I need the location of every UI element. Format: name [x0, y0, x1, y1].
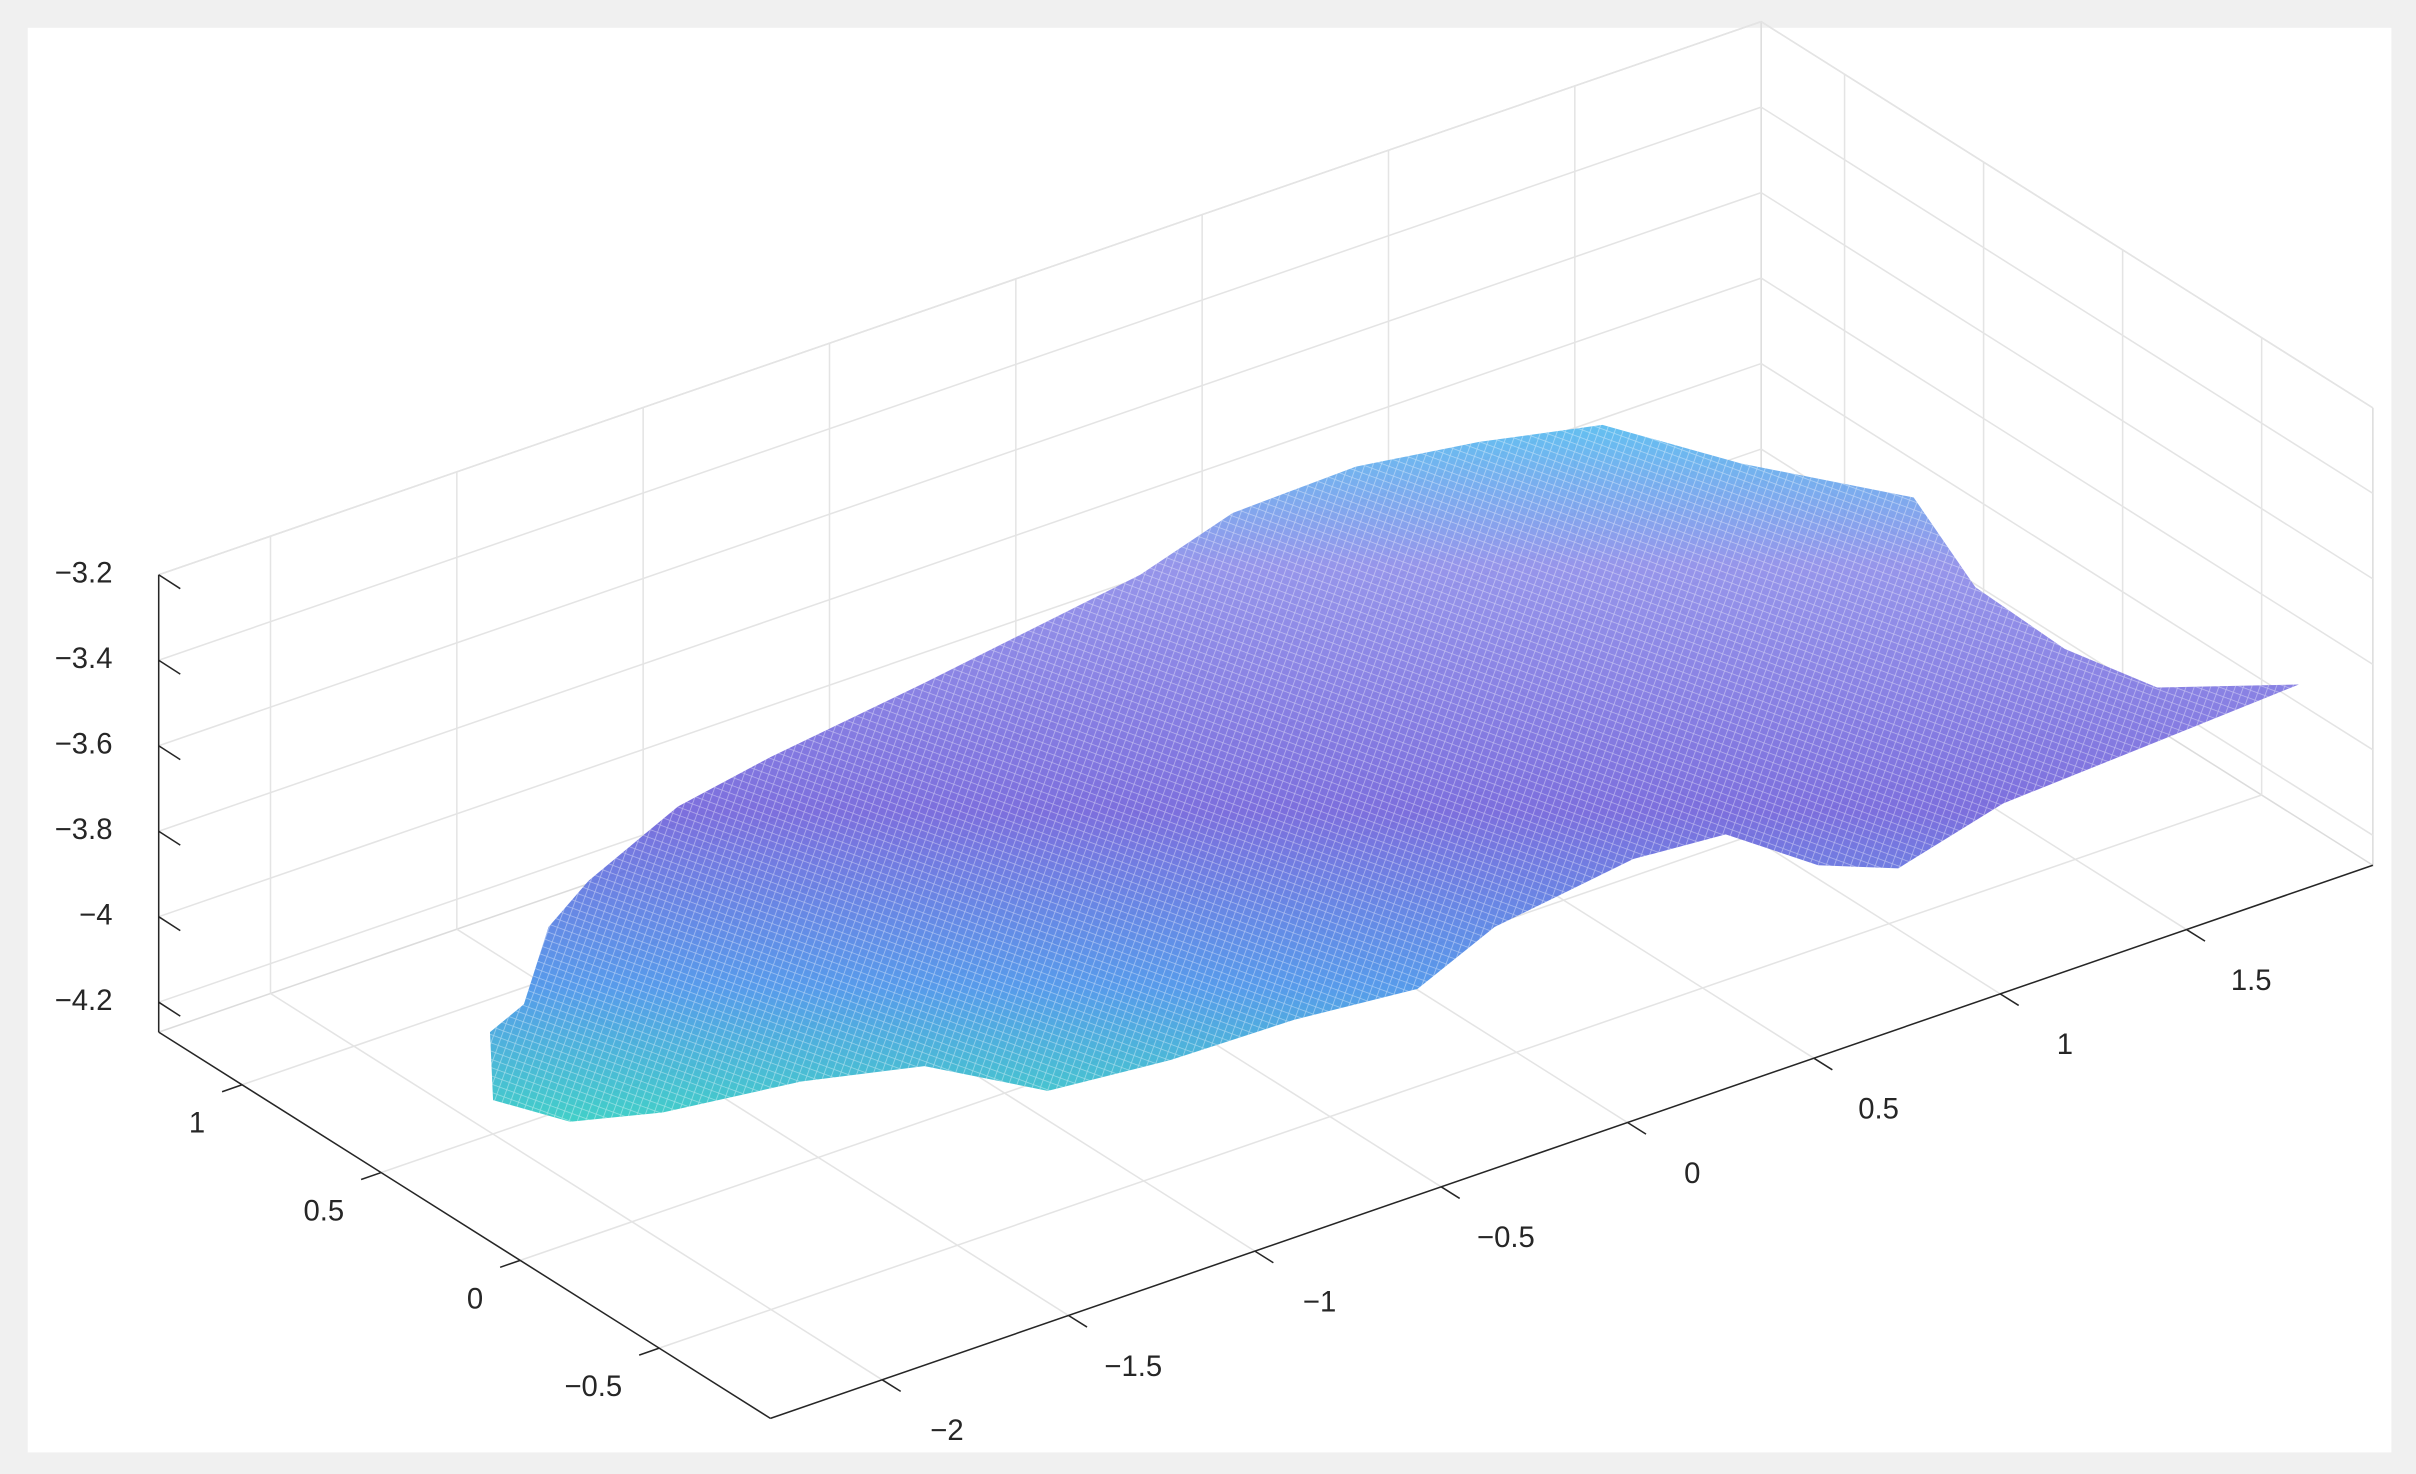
grid-line [1760, 277, 2374, 666]
z-tick-label: −4 [79, 898, 112, 931]
y-tick-label: 0 [467, 1282, 483, 1315]
x-tick [1627, 1121, 1647, 1135]
y-tick-label: 1 [189, 1107, 205, 1140]
x-tick-label: 0.5 [1858, 1092, 1899, 1125]
y-tick-label: 0.5 [303, 1194, 344, 1227]
y-tick [221, 1084, 243, 1093]
z-tick-label: −4.2 [55, 984, 113, 1017]
y-tick [499, 1259, 521, 1269]
grid-line [1760, 191, 2374, 580]
grid-line [158, 20, 1762, 576]
z-tick-label: −3.2 [55, 556, 113, 589]
z-tick [158, 659, 181, 675]
grid-line [270, 992, 883, 1381]
x-tick-label: −2 [930, 1414, 963, 1447]
x-tick [1254, 1250, 1274, 1264]
x-tick [1999, 993, 2020, 1007]
x-tick [881, 1379, 902, 1393]
grid-line [158, 106, 1762, 661]
x-tick-label: 1.5 [2231, 964, 2272, 997]
z-tick [158, 574, 181, 590]
y-tick-label: −0.5 [564, 1370, 622, 1403]
grid-line [1760, 106, 2374, 495]
x-axis [770, 864, 2374, 1420]
x-tick-label: −1.5 [1104, 1350, 1162, 1383]
y-axis [158, 1031, 771, 1420]
z-tick [158, 745, 181, 761]
x-tick [2186, 928, 2206, 942]
z-tick-label: −3.8 [55, 813, 113, 846]
z-tick [158, 916, 181, 932]
z-tick [158, 1001, 181, 1017]
z-tick-label: −3.4 [55, 642, 113, 675]
z-tick-label: −3.6 [55, 727, 113, 760]
x-tick [1440, 1186, 1461, 1200]
x-tick [1068, 1314, 1088, 1328]
axes: −2 −1.5 −1 −0.5 0 0.5 1 1.5 −0.5 0 0.5 1 −4.2 −4 −3.8 −… [55, 556, 2374, 1447]
grid-line [158, 277, 1762, 832]
x-tick-label: −1 [1303, 1285, 1336, 1318]
y-tick [638, 1347, 660, 1356]
x-tick-label: 1 [2057, 1028, 2073, 1061]
z-tick [158, 830, 181, 846]
x-tick [1813, 1057, 1833, 1071]
surface [489, 424, 2299, 1122]
grid-line [658, 794, 2262, 1349]
surface-mesh-lines [489, 424, 2299, 1122]
grid-line [1760, 20, 2374, 409]
x-tick-label: −0.5 [1477, 1221, 1535, 1254]
x-tick-label: 0 [1684, 1157, 1700, 1190]
grid-line [158, 191, 1762, 747]
y-tick [360, 1171, 382, 1181]
